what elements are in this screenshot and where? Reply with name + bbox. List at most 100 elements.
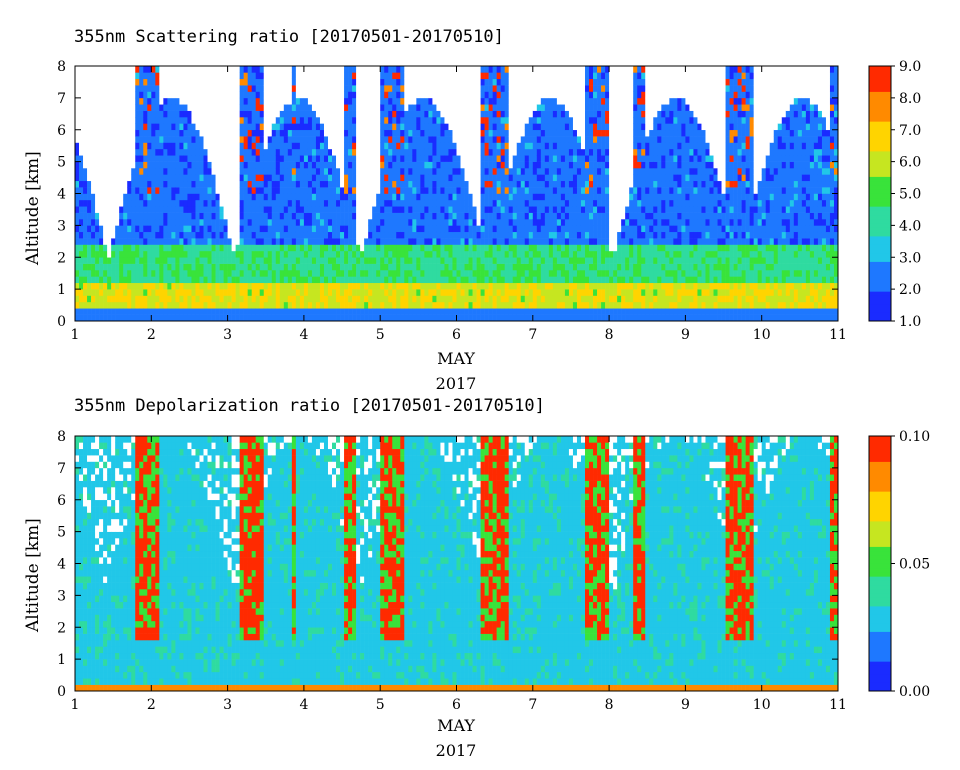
panel1-heatmap-chart: 1 2 3 4 5 6 7 8 9 10 110123456781.02.03.04.05.06.0… <box>57 59 921 343</box>
colorbar-swatch <box>869 623 891 628</box>
colorbar-swatch <box>869 180 891 186</box>
colorbar-swatch <box>869 91 891 97</box>
x-tick-label: 5 <box>376 697 385 713</box>
y-tick-label: 4 <box>57 187 66 203</box>
colorbar-swatch <box>869 287 891 292</box>
x-tick-label: 1 <box>71 327 80 343</box>
colorbar-swatch <box>869 240 891 245</box>
colorbar-swatch <box>869 610 891 615</box>
colorbar-swatch <box>869 495 891 501</box>
colorbar-swatch <box>869 163 891 169</box>
colorbar-swatch <box>869 299 891 305</box>
x-tick-label: 7 <box>528 327 537 343</box>
colorbar-swatch <box>869 448 891 454</box>
heatmap-cells <box>75 66 839 322</box>
y-tick-label: 8 <box>57 59 66 75</box>
colorbar-swatch <box>869 593 891 598</box>
y-tick-label: 5 <box>57 155 66 171</box>
colorbar-swatch <box>869 550 891 556</box>
x-tick-label: 3 <box>223 697 232 713</box>
colorbar-swatch <box>869 555 891 560</box>
colorbar-swatch <box>869 525 891 530</box>
colorbar-swatch <box>869 248 891 254</box>
y-tick-label: 3 <box>57 588 66 604</box>
colorbar-swatch <box>869 176 891 182</box>
colorbar-swatch <box>869 282 891 288</box>
colorbar-swatch <box>869 117 891 122</box>
colorbar-swatch <box>869 559 891 564</box>
colorbar-swatch <box>869 142 891 148</box>
colorbar-swatch <box>869 597 891 603</box>
heatmap-field <box>75 66 839 322</box>
colorbar-swatch <box>869 453 891 458</box>
colorbar-swatch <box>869 236 891 241</box>
colorbar-swatch <box>869 74 891 80</box>
colorbar-swatch <box>869 202 891 207</box>
colorbar-swatch <box>869 457 891 462</box>
colorbar-swatch <box>869 529 891 535</box>
colorbar-swatch <box>869 134 891 139</box>
x-tick-label: 5 <box>376 327 385 343</box>
colorbar-swatch <box>869 295 891 301</box>
colorbar-swatch <box>869 652 891 658</box>
colorbar-swatch <box>869 257 891 262</box>
colorbar-swatch <box>869 474 891 479</box>
x-tick-label: 10 <box>753 327 771 343</box>
colorbar-swatch <box>869 436 891 441</box>
colorbar: 0.00 0.05 0.10 <box>868 429 930 700</box>
colorbar-swatch <box>869 244 891 250</box>
x-tick-label: 4 <box>299 697 308 713</box>
colorbar-swatch <box>869 210 891 216</box>
colorbar: 1.0 2.0 3.0 4.0 5.0 6.0 7.0 8.0 9.0 <box>868 59 921 330</box>
heatmap-cells <box>75 436 839 692</box>
colorbar-swatch <box>869 648 891 654</box>
colorbar-swatch <box>869 193 891 199</box>
colorbar-swatch <box>869 304 891 309</box>
colorbar-swatch <box>869 223 891 228</box>
colorbar-swatch <box>869 316 891 322</box>
colorbar-swatch <box>869 291 891 296</box>
colorbar-swatch <box>869 589 891 594</box>
colorbar-swatch <box>869 461 891 467</box>
x-tick-label: 10 <box>753 697 771 713</box>
colorbar-swatch <box>869 576 891 581</box>
colorbar-swatch <box>869 78 891 84</box>
colorbar-swatch <box>869 584 891 590</box>
colorbar-swatch <box>869 278 891 284</box>
colorbar-swatch <box>869 538 891 543</box>
colorbar-swatch <box>869 168 891 173</box>
colorbar-swatch <box>869 440 891 445</box>
colorbar-swatch <box>869 308 891 313</box>
colorbar-swatch <box>869 661 891 666</box>
colorbar-swatch <box>869 227 891 233</box>
colorbar-swatch <box>869 146 891 152</box>
colorbar-tick-label: 6.0 <box>899 155 921 171</box>
colorbar-swatch <box>869 465 891 471</box>
colorbar-swatch <box>869 253 891 258</box>
y-tick-label: 6 <box>57 493 66 509</box>
colorbar-swatch <box>869 270 891 275</box>
panel2-xlabel: MAY <box>437 716 475 735</box>
y-tick-label: 2 <box>57 250 66 266</box>
x-tick-label: 2 <box>147 327 156 343</box>
colorbar-swatch <box>869 206 891 211</box>
colorbar-swatch <box>869 508 891 513</box>
colorbar-swatch <box>869 219 891 224</box>
colorbar-swatch <box>869 70 891 75</box>
colorbar-swatch <box>869 657 891 662</box>
colorbar-swatch <box>869 159 891 165</box>
colorbar-swatch <box>869 125 891 131</box>
colorbar-swatch <box>869 669 891 675</box>
colorbar-swatch <box>869 108 891 114</box>
colorbar-swatch <box>869 265 891 271</box>
panel1-xlabel: MAY <box>437 349 475 368</box>
x-tick-label: 11 <box>829 697 847 713</box>
colorbar-swatch <box>869 129 891 135</box>
colorbar-swatch <box>869 155 891 160</box>
y-tick-label: 2 <box>57 620 66 636</box>
x-tick-label: 1 <box>71 697 80 713</box>
colorbar-swatch <box>869 678 891 683</box>
colorbar-swatch <box>869 121 891 126</box>
colorbar-swatch <box>869 138 891 143</box>
